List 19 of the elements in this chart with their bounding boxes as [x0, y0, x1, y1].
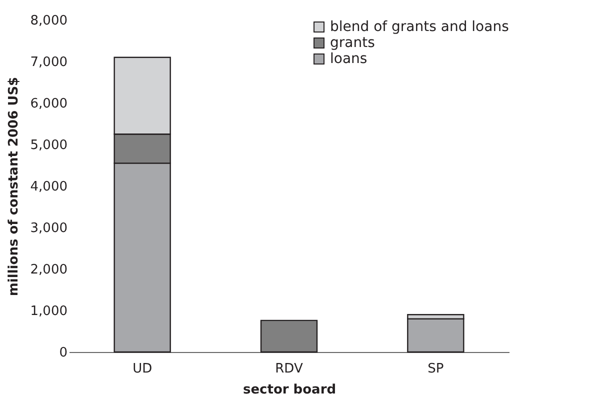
legend-label: blend of grants and loans [330, 19, 509, 35]
y-tick-label: 8,000 [30, 14, 68, 28]
y-tick-label: 2,000 [30, 262, 68, 278]
x-tick-label: SP [428, 362, 444, 376]
bar [407, 318, 464, 353]
y-axis-title: millions of constant 2006 US$ [6, 76, 22, 296]
x-tick-label: UD [132, 362, 152, 376]
y-tick-label: 3,000 [30, 221, 68, 236]
x-axis-title: sector board [242, 382, 336, 398]
bar [260, 320, 318, 353]
y-tick-label: 5,000 [30, 138, 68, 153]
y-tick-label: 1,000 [30, 304, 68, 319]
y-tick-label: 4,000 [30, 180, 68, 194]
legend-label: grants [330, 35, 375, 51]
y-tick-label: 0 [59, 346, 68, 360]
y-tick-label: 7,000 [30, 55, 68, 70]
x-tick-label: RDV [275, 362, 303, 376]
y-tick-label: 6,000 [30, 96, 68, 112]
legend-label: loans [330, 51, 368, 67]
